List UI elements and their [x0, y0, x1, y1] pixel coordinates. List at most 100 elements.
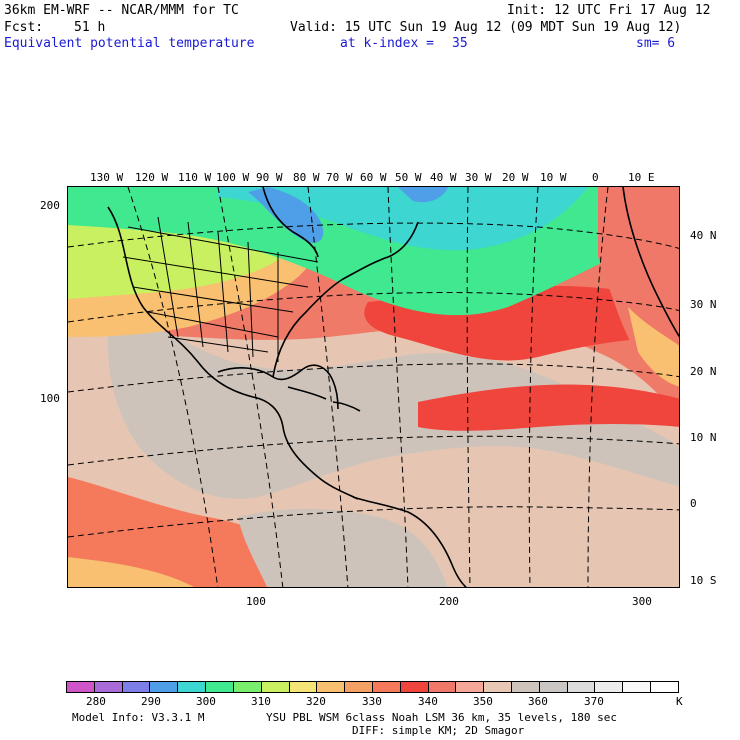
cold-region: [218, 187, 588, 251]
graticule-line: [307, 187, 349, 587]
colorbar-cell: [428, 682, 457, 692]
colorbar-unit: K: [676, 695, 683, 708]
coastline-path: [622, 187, 679, 338]
lon-label: 10 E: [628, 171, 655, 184]
itcz-band: [418, 384, 679, 431]
diffusion-info: DIFF: simple KM; 2D Smagor: [352, 724, 525, 737]
lon-label: 10 W: [540, 171, 567, 184]
grid-y-label: 200: [40, 199, 60, 212]
graticule-line: [387, 187, 409, 587]
colorbar-label: 370: [584, 695, 604, 708]
colorbar-cell: [400, 682, 429, 692]
lon-label: 70 W: [326, 171, 353, 184]
colorbar-label: 360: [528, 695, 548, 708]
grid-y-label: 100: [40, 392, 60, 405]
coldest-region: [398, 187, 448, 203]
moist-plume: [108, 307, 679, 499]
lat-label: 10 N: [690, 431, 717, 444]
graticule-line: [466, 187, 471, 587]
pacific-warm-region: [68, 557, 195, 587]
colorbar-cell: [345, 682, 373, 692]
colorbar-cell: [623, 682, 652, 692]
lon-label: 90 W: [256, 171, 283, 184]
lon-label: 30 W: [465, 171, 492, 184]
graticule-line: [68, 222, 679, 249]
colorbar-cell: [94, 682, 123, 692]
graticule-line: [217, 187, 284, 587]
colorbar-cell: [567, 682, 596, 692]
lat-label: 40 N: [690, 229, 717, 242]
boundary-line: [157, 216, 279, 362]
grid-x-label: 300: [632, 595, 652, 608]
smoothing-label: sm= 6: [636, 36, 676, 51]
lat-label: 20 N: [690, 365, 717, 378]
model-title: 36km EM-WRF -- NCAR/MMM for TC: [4, 3, 239, 18]
graticule-line: [528, 187, 539, 587]
coastline-path: [217, 364, 339, 410]
theta-e-map: [67, 186, 680, 588]
coastline-path: [107, 206, 359, 500]
lon-label: 80 W: [293, 171, 320, 184]
graticule-line: [587, 187, 609, 587]
graticule-line: [68, 292, 679, 323]
map-canvas: [68, 187, 679, 587]
amazon-moist-region: [238, 508, 448, 587]
colorbar: [66, 681, 679, 693]
colorbar-cell: [150, 682, 179, 692]
colorbar-label: 300: [196, 695, 216, 708]
grid-x-label: 200: [439, 595, 459, 608]
colorbar-cell: [539, 682, 568, 692]
colorbar-label: 330: [362, 695, 382, 708]
lon-label: 20 W: [502, 171, 529, 184]
colorbar-label: 320: [306, 695, 326, 708]
eastern-warm-region: [628, 307, 679, 387]
lon-label: 130 W: [90, 171, 124, 184]
lon-label: 0: [592, 171, 599, 184]
coastline-path: [352, 496, 467, 587]
forecast-hour: 51 h: [74, 20, 106, 35]
field-title: Equivalent potential temperature: [4, 36, 255, 51]
lon-label: 50 W: [395, 171, 422, 184]
lon-label: 100 W: [216, 171, 250, 184]
graticule-line: [68, 363, 679, 393]
grid-x-label: 100: [246, 595, 266, 608]
lat-label: 30 N: [690, 298, 717, 311]
colorbar-label: 340: [418, 695, 438, 708]
colorbar-cell: [651, 682, 678, 692]
coastline-path: [272, 221, 419, 378]
colorbar-cell: [595, 682, 624, 692]
lon-label: 110 W: [178, 171, 212, 184]
level-value: 35: [452, 36, 468, 51]
valid-time: Valid: 15 UTC Sun 19 Aug 12 (09 MDT Sun …: [290, 20, 682, 35]
lon-label: 40 W: [430, 171, 457, 184]
colorbar-cell: [484, 682, 512, 692]
graticule: [68, 187, 679, 587]
forecast-label: Fcst:: [4, 20, 44, 35]
colorbar-cell: [67, 682, 95, 692]
coastlines: [107, 187, 679, 587]
colorbar-label: 280: [86, 695, 106, 708]
model-info: Model Info: V3.3.1 M: [72, 711, 205, 724]
colorbar-label: 310: [251, 695, 271, 708]
colorbar-cell: [456, 682, 485, 692]
physics-info: YSU PBL WSM 6class Noah LSM 36 km, 35 le…: [266, 711, 617, 724]
coastline-path: [262, 187, 319, 258]
colorbar-cell: [289, 682, 318, 692]
graticule-line: [68, 435, 679, 466]
political-boundaries: [122, 216, 319, 362]
init-time: Init: 12 UTC Fri 17 Aug 12: [507, 3, 711, 18]
lat-label: 0: [690, 497, 697, 510]
coastline-path: [287, 386, 361, 412]
graticule-line: [68, 506, 679, 538]
colorbar-cell: [372, 682, 401, 692]
colorbar-cell: [178, 682, 207, 692]
colorbar-cell: [317, 682, 346, 692]
colorbar-cell: [261, 682, 290, 692]
graticule-line: [127, 187, 219, 587]
colorbar-cell: [512, 682, 540, 692]
boundary-line: [122, 226, 319, 353]
lon-label: 120 W: [135, 171, 169, 184]
lat-label: 10 S: [690, 574, 717, 587]
lon-label: 60 W: [360, 171, 387, 184]
colorbar-label: 290: [141, 695, 161, 708]
